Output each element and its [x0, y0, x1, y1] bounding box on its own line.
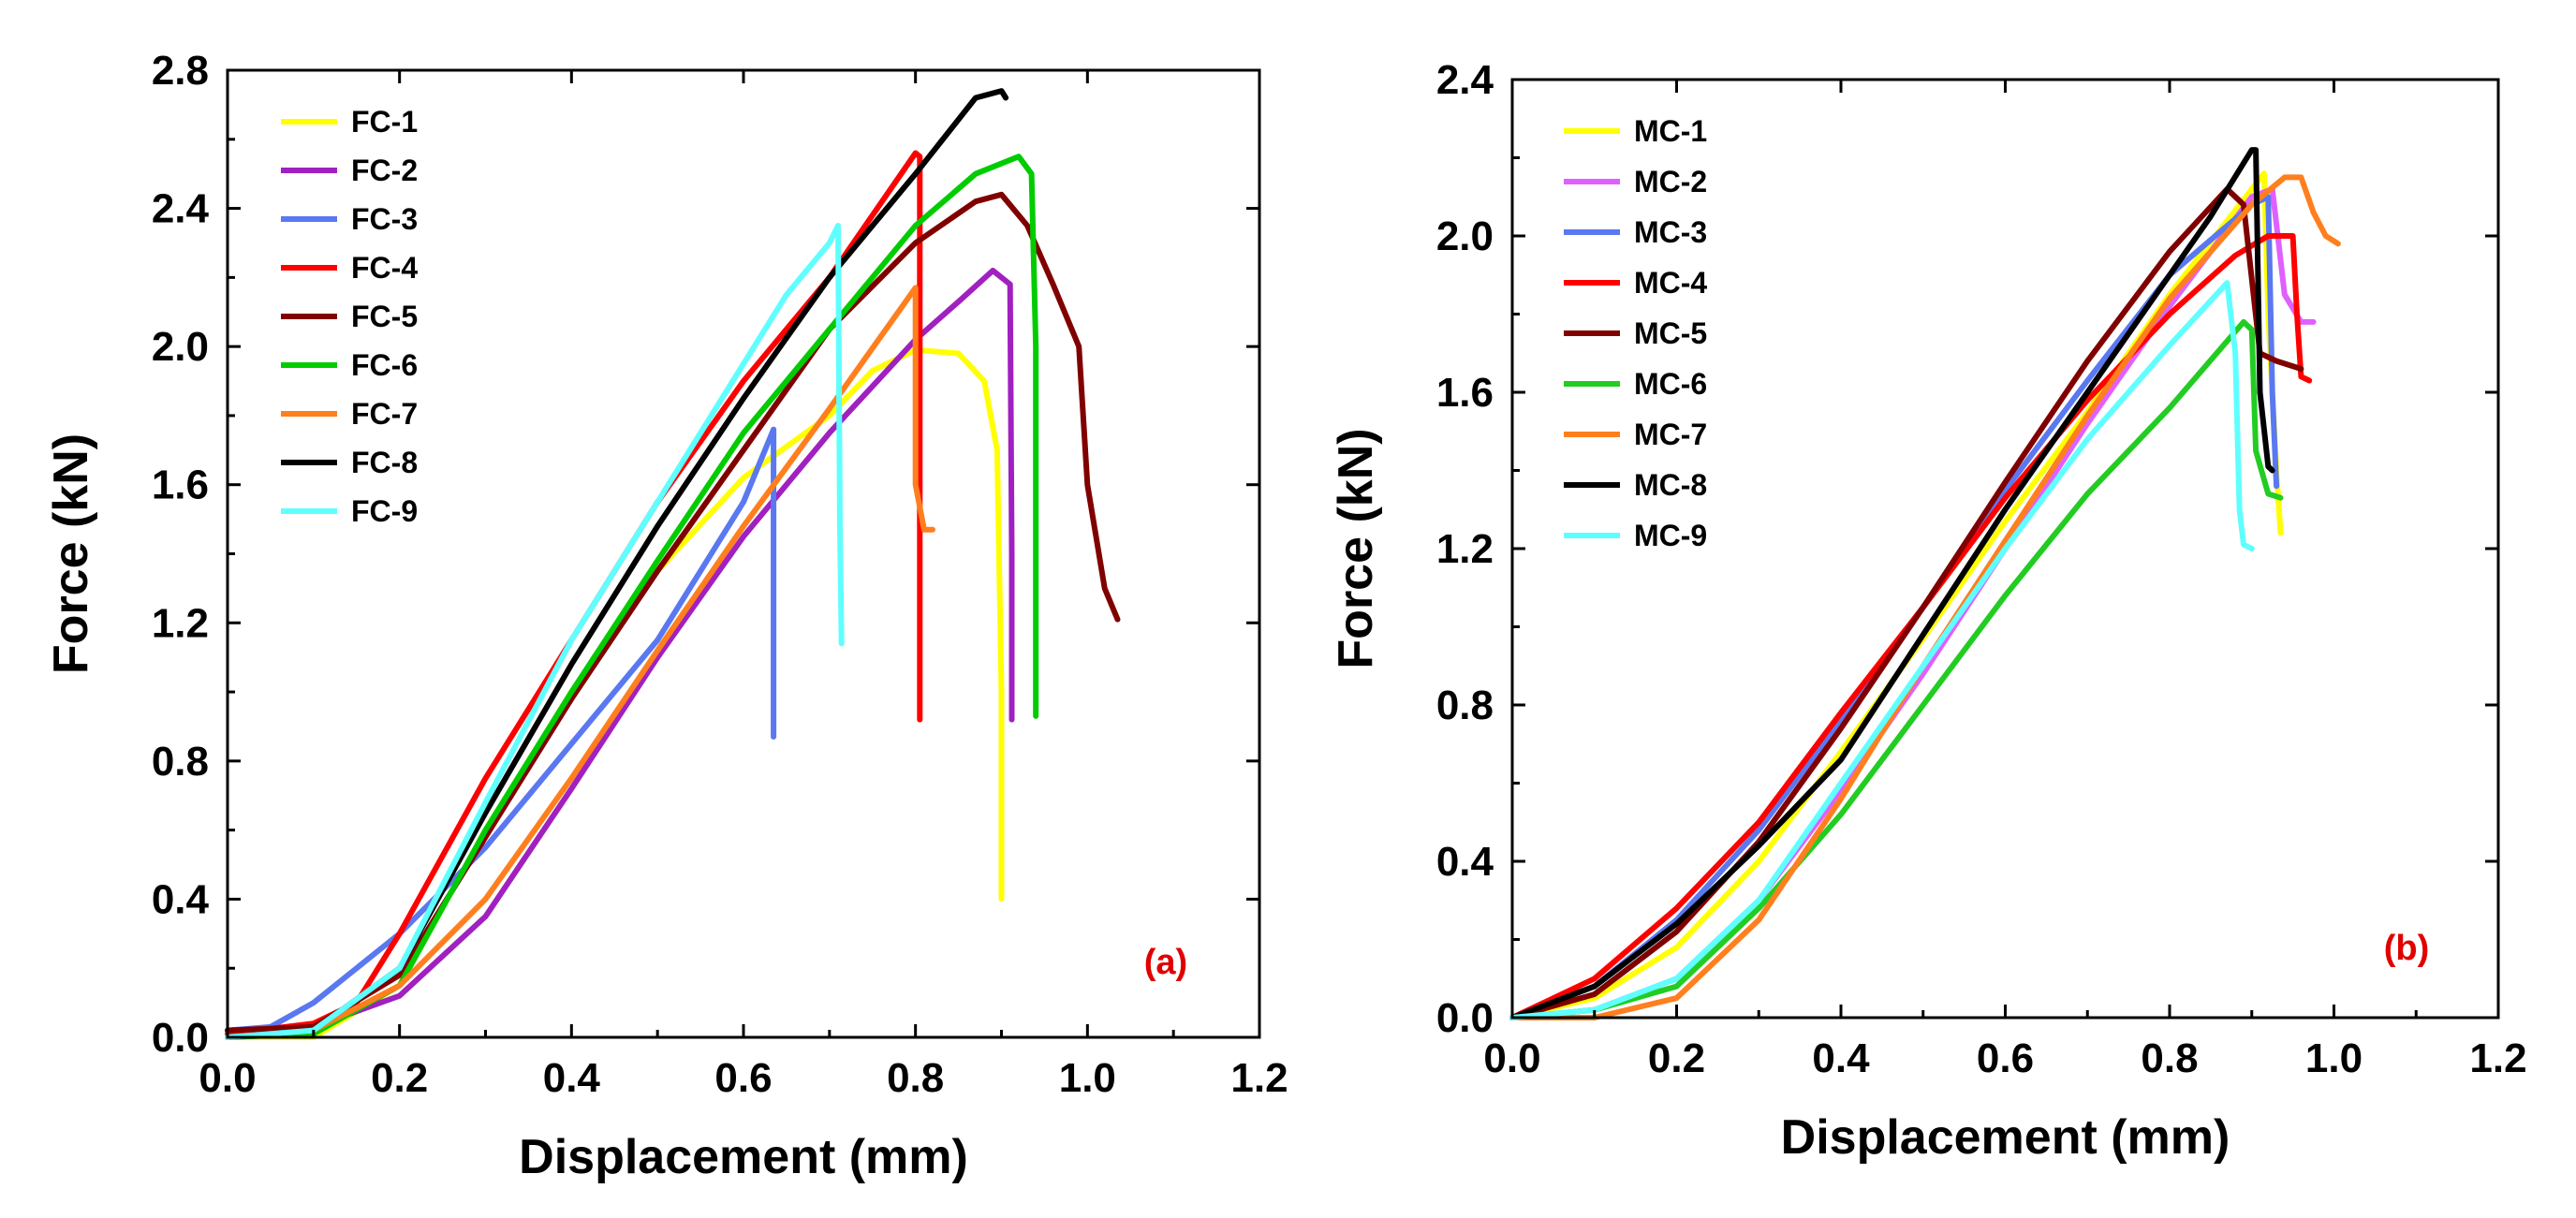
x-tick-label: 1.0	[1059, 1055, 1116, 1101]
legend-label-mc-1: MC-1	[1634, 114, 1707, 148]
x-tick-label: 1.2	[2469, 1035, 2526, 1081]
series-line-mc-3	[1509, 194, 2280, 1020]
y-tick-label: 0.4	[152, 876, 210, 922]
y-tick-label: 1.6	[1436, 370, 1494, 416]
series-line-mc-4	[1509, 233, 2313, 1020]
panel-label: (b)	[2384, 929, 2430, 968]
legend-label-fc-9: FC-9	[351, 494, 418, 528]
series-line-mc-6	[1509, 318, 2284, 1020]
y-tick-label: 1.2	[152, 600, 209, 646]
y-axis-label: Force (kN)	[44, 433, 98, 674]
x-tick-label: 0.8	[887, 1055, 944, 1101]
series-line-fc-4	[225, 150, 923, 1037]
x-tick-label: 0.0	[1483, 1035, 1540, 1081]
panel-label: (a)	[1144, 943, 1187, 982]
legend-label-fc-6: FC-6	[351, 348, 418, 382]
y-tick-label: 0.4	[1436, 839, 1494, 885]
y-tick-label: 1.2	[1436, 526, 1494, 572]
x-tick-label: 1.0	[2305, 1035, 2363, 1081]
legend-label-mc-9: MC-9	[1634, 519, 1707, 552]
series-line-mc-8	[1509, 147, 2275, 1020]
legend-label-mc-8: MC-8	[1634, 468, 1707, 502]
legend-label-fc-3: FC-3	[351, 202, 418, 236]
y-tick-label: 2.0	[152, 324, 209, 370]
series-line-mc-2	[1509, 185, 2317, 1020]
y-tick-label: 2.0	[1436, 213, 1494, 259]
x-tick-label: 0.0	[199, 1055, 256, 1101]
x-tick-label: 0.4	[543, 1055, 601, 1101]
y-tick-label: 0.8	[1436, 682, 1494, 728]
legend-label-mc-2: MC-2	[1634, 165, 1707, 198]
legend-label-mc-5: MC-5	[1634, 316, 1707, 350]
series-line-fc-6	[225, 154, 1039, 1040]
legend-label-mc-7: MC-7	[1634, 418, 1707, 451]
legend-label-fc-8: FC-8	[351, 446, 418, 479]
legend-label-mc-3: MC-3	[1634, 215, 1707, 249]
series-line-fc-2	[225, 268, 1015, 1034]
legend-label-fc-7: FC-7	[351, 397, 418, 431]
series-line-mc-7	[1509, 174, 2341, 1020]
y-tick-label: 2.4	[152, 186, 210, 232]
chart-panel-a: 0.0 0.2 0.4 0.6 0.8 1.0 1.2 0.0 0.4 0.8 1.2 1.6 2.0 2…	[44, 48, 1288, 1184]
x-tick-label: 1.2	[1230, 1055, 1288, 1101]
x-axis-label: Displacement (mm)	[1781, 1110, 2230, 1165]
chart-panel-b: 0.0 0.2 0.4 0.6 0.8 1.0 1.2 0.0 0.4 0.8 1.2 1.6 2.0 2…	[1329, 57, 2527, 1165]
series-line-fc-7	[225, 285, 935, 1040]
legend: FC-1 FC-2 FC-3 FC-4 FC-5 FC-6 FC-7 FC-8 FC-9	[281, 105, 418, 528]
series-line-mc-9	[1509, 280, 2255, 1020]
y-tick-label: 2.4	[1436, 57, 1494, 103]
y-tick-label: 0.0	[152, 1015, 209, 1061]
x-tick-label: 0.2	[1648, 1035, 1705, 1081]
legend: MC-1 MC-2 MC-3 MC-4 MC-5 MC-6 MC-7 MC-8 MC-9	[1564, 114, 1707, 552]
x-axis-label: Displacement (mm)	[519, 1130, 968, 1184]
x-tick-label: 0.6	[714, 1055, 772, 1101]
legend-label-fc-1: FC-1	[351, 105, 418, 139]
legend-label-mc-4: MC-4	[1634, 266, 1707, 300]
plot-area	[225, 88, 1121, 1040]
y-tick-label: 1.6	[152, 462, 209, 508]
y-axis-label: Force (kN)	[1329, 428, 1383, 668]
x-tick-label: 0.8	[2141, 1035, 2198, 1081]
plot-area	[1509, 147, 2341, 1020]
y-tick-label: 0.8	[152, 739, 209, 785]
x-tick-label: 0.2	[371, 1055, 428, 1101]
x-tick-label: 0.6	[1977, 1035, 2034, 1081]
legend-label-fc-4: FC-4	[351, 251, 418, 285]
y-tick-label: 2.8	[152, 48, 209, 94]
legend-label-fc-2: FC-2	[351, 154, 418, 187]
y-tick-label: 0.0	[1436, 995, 1494, 1041]
x-tick-label: 0.4	[1812, 1035, 1870, 1081]
series-line-fc-9	[225, 223, 845, 1040]
series-line-mc-5	[1509, 185, 2304, 1020]
legend-label-mc-6: MC-6	[1634, 367, 1707, 401]
legend-label-fc-5: FC-5	[351, 300, 418, 333]
